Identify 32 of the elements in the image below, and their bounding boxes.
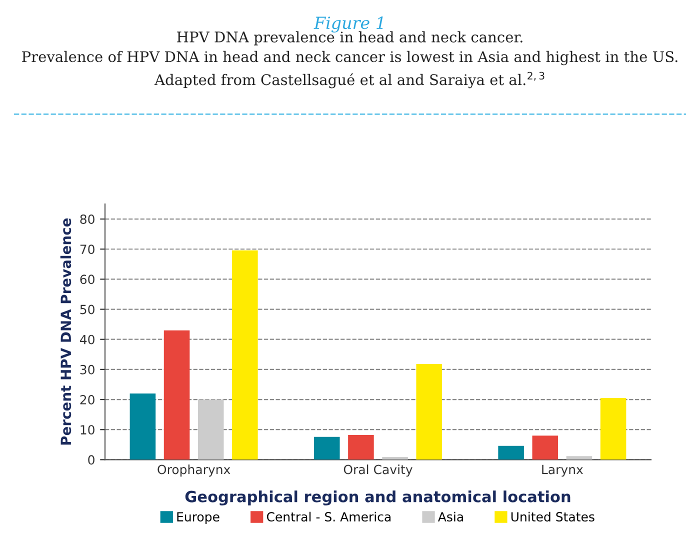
y-tick-label: 80 <box>80 214 94 224</box>
bar <box>232 250 258 460</box>
legend-label: Europe <box>177 512 220 524</box>
legend-label: United States <box>511 512 594 522</box>
bar <box>498 446 524 460</box>
bar <box>130 394 156 460</box>
x-tick-label: Oropharynx <box>158 464 230 477</box>
bar <box>600 398 626 460</box>
chart-subtitle: HPV DNA prevalence in head and neck cancer. Prevalence of HPV DNA in head and neck cancer is lowest in Asia and highest in the US. Adapted from Castellsagué et al and Saraiya et al.$^{2,3}$ <box>22 31 678 88</box>
y-axis-title: Percent HPV DNA Prevalence <box>60 218 72 445</box>
chart-title: Figure 1 <box>314 16 383 33</box>
bar <box>314 436 340 460</box>
y-tick-label: 30 <box>80 364 94 374</box>
x-tick-label: Oral Cavity <box>344 464 412 477</box>
bar <box>382 456 408 460</box>
legend-label: Asia <box>438 512 463 522</box>
bar <box>416 364 442 460</box>
x-axis-title: Geographical region and anatomical location <box>185 490 570 506</box>
y-tick-label: 40 <box>80 334 94 344</box>
legend-label: Central - S. America <box>266 512 391 522</box>
bar <box>164 330 190 460</box>
bar <box>198 400 224 460</box>
y-tick-label: 70 <box>80 244 94 254</box>
bar <box>532 436 558 460</box>
bar <box>566 456 592 460</box>
y-tick-label: 20 <box>80 394 94 404</box>
y-tick-label: 10 <box>80 425 94 435</box>
y-tick-label: 60 <box>80 274 94 284</box>
y-tick-label: 0 <box>88 455 94 465</box>
y-tick-label: 50 <box>80 304 94 314</box>
x-tick-label: Larynx <box>542 464 584 477</box>
bar <box>348 435 374 460</box>
